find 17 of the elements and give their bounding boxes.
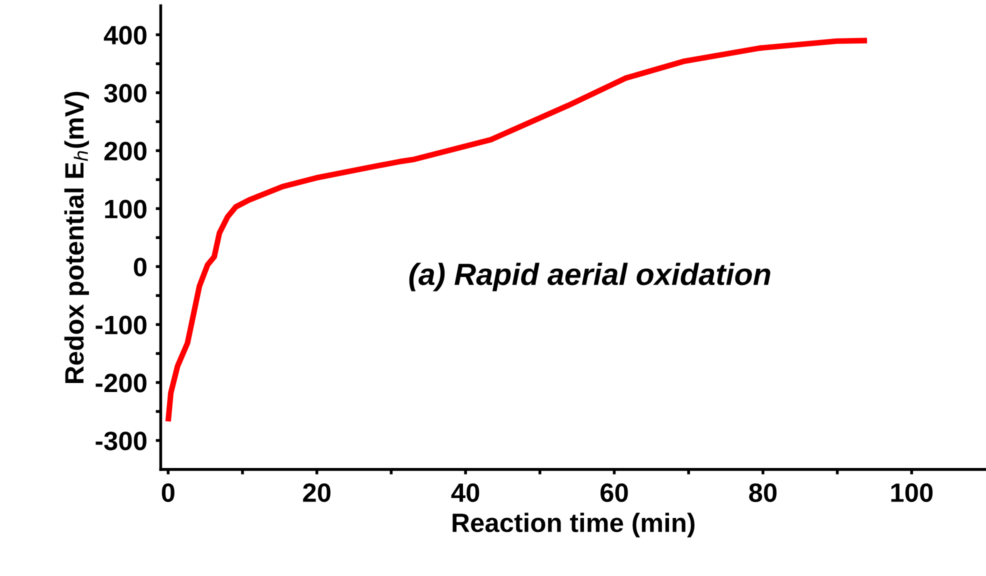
- y-tick-label: 100: [105, 200, 146, 218]
- y-tick-label: -300: [96, 432, 146, 450]
- y-tick-label: 400: [104, 26, 146, 45]
- x-tick-label: 0: [162, 483, 174, 502]
- x-tick-label: 20: [303, 483, 330, 502]
- x-tick-label: 40: [451, 483, 480, 502]
- x-tick-label: 60: [600, 483, 628, 502]
- y-tick-label: -100: [96, 316, 146, 334]
- y-tick-label: 300: [104, 84, 146, 103]
- y-tick-label: -200: [96, 374, 146, 392]
- y-tick-label: 200: [104, 142, 146, 160]
- x-tick-label: 80: [749, 483, 777, 502]
- annotation: (a) Rapid aerial oxidation: [409, 262, 770, 292]
- x-tick-label: 100: [891, 483, 933, 502]
- y-tick-label: 0: [134, 258, 146, 276]
- x-axis-title: Reaction time (min): [452, 512, 694, 538]
- y-axis-title: Redox potential E$_{h}$(mV): [64, 92, 89, 383]
